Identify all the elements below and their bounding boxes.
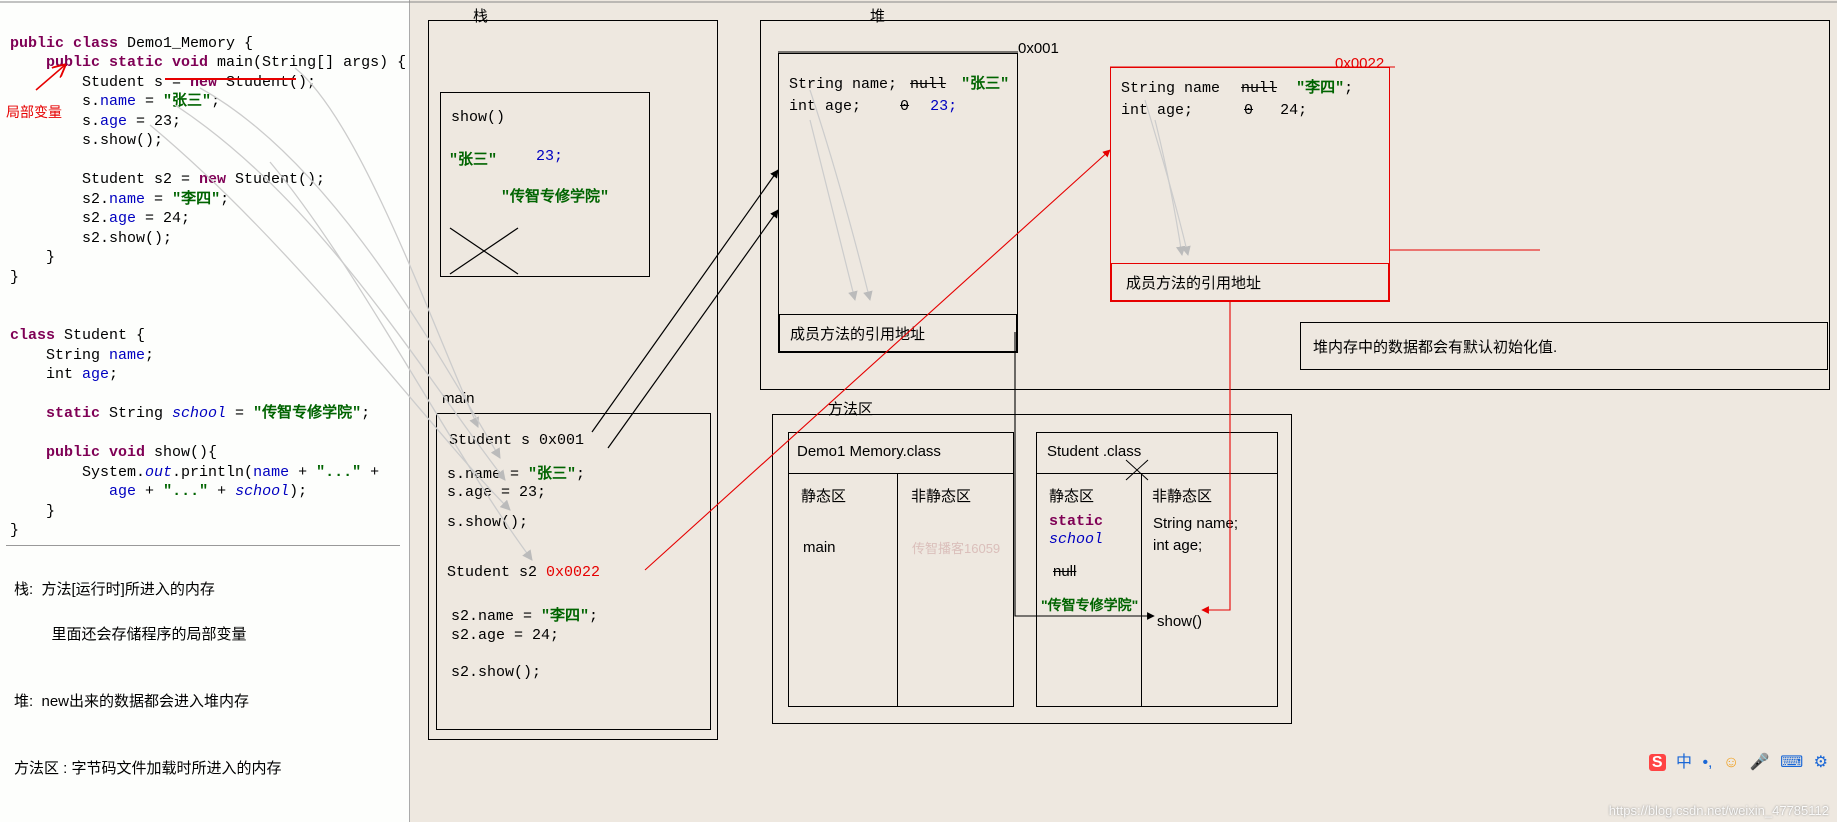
main-s2-show: s2.show();: [451, 664, 541, 681]
student-school-val: "传智专修学院": [1041, 595, 1138, 615]
main-s-show: s.show();: [447, 514, 528, 531]
demo-class-title: Demo1 Memory.class: [797, 443, 941, 460]
student-class-title: Student .class: [1047, 443, 1141, 460]
obj1-methodref: 成员方法的引用地址: [779, 314, 1017, 352]
note-heap: 堆: new出来的数据都会进入堆内存: [14, 692, 282, 712]
main-s-age: s.age = 23;: [447, 484, 546, 501]
ime-cn[interactable]: 中: [1676, 754, 1692, 771]
addr1-label: 0x001: [1018, 40, 1059, 57]
heap-obj1: String name; null "张三" int age; 0 23; 成员…: [778, 53, 1018, 353]
main-label: main: [442, 390, 475, 407]
note-stack: 栈: 方法[运行时]所进入的内存: [14, 580, 282, 600]
notes-block: 栈: 方法[运行时]所进入的内存 里面还会存储程序的局部变量 堆: new出来的…: [14, 560, 282, 798]
student-divider-v: [1141, 473, 1142, 706]
obj1-age: int age; 0 23;: [789, 98, 957, 115]
main-s-decl: Student s 0x001: [449, 432, 584, 449]
student-static-label: 静态区: [1049, 485, 1094, 506]
code-panel: public class Demo1_Memory { public stati…: [0, 0, 410, 822]
student-null: null: [1053, 563, 1076, 580]
student-school-var: school: [1049, 531, 1103, 548]
demo-static-label: 静态区: [801, 485, 846, 506]
ime-s-icon[interactable]: S: [1649, 754, 1666, 771]
obj1-methodref-text: 成员方法的引用地址: [790, 323, 925, 344]
demo-divider-h: [789, 473, 1013, 474]
main-s2-name: s2.name = "李四";: [451, 604, 598, 625]
credit: https://blog.csdn.net/weixin_47785112: [1609, 803, 1829, 818]
student-name-field: String name;: [1153, 515, 1238, 532]
obj1-name: String name; null "张三": [789, 72, 1009, 93]
demo-divider-v: [897, 473, 898, 706]
separator: [6, 545, 400, 546]
note-methodarea: 方法区 : 字节码文件加载时所进入的内存: [14, 759, 282, 779]
student-age-field: int age;: [1153, 537, 1202, 554]
obj2-methodref-text: 成员方法的引用地址: [1126, 272, 1261, 293]
main-s2-decl: Student s2 0x0022: [447, 564, 600, 581]
student-show: show(): [1157, 613, 1202, 630]
local-var-label: 局部变量: [6, 102, 62, 122]
student-class-box: Student .class 静态区 非静态区 static school nu…: [1036, 432, 1278, 707]
show-title: show(): [451, 109, 505, 126]
heap-init-note-box: 堆内存中的数据都会有默认初始化值.: [1300, 322, 1828, 370]
obj2-name: String name null "李四";: [1121, 76, 1353, 97]
ime-gear[interactable]: ⚙: [1814, 754, 1828, 771]
watermark: 传智播客16059: [912, 538, 1000, 557]
heap-obj2: String name null "李四"; int age; 0 24; 成员…: [1110, 67, 1390, 302]
ime-emoji[interactable]: ☺: [1723, 754, 1739, 771]
demo-nonstatic-label: 非静态区: [911, 485, 971, 506]
ime-punct[interactable]: •,: [1702, 754, 1712, 771]
obj2-age: int age; 0 24;: [1121, 102, 1307, 119]
ime-mic[interactable]: 🎤: [1750, 754, 1770, 771]
student-divider-h: [1037, 473, 1277, 474]
demo-class-code: public class Demo1_Memory { public stati…: [10, 34, 405, 541]
ime-keyboard[interactable]: ⌨: [1780, 754, 1803, 771]
note-stack2: 里面还会存储程序的局部变量: [14, 625, 282, 645]
show-school: "传智专修学院": [501, 185, 609, 206]
demo-main: main: [803, 539, 836, 556]
student-nonstatic-label: 非静态区: [1152, 485, 1212, 506]
heap-init-note: 堆内存中的数据都会有默认初始化值.: [1313, 336, 1557, 357]
ime-bar[interactable]: S 中 •, ☺ 🎤 ⌨ ⚙: [1646, 748, 1831, 772]
student-static-kw: static: [1049, 513, 1103, 530]
show-frame: show() "张三" 23; "传智专修学院": [440, 92, 650, 277]
main-s2-age: s2.age = 24;: [451, 627, 559, 644]
show-age: 23;: [536, 148, 563, 165]
demo-class-box: Demo1 Memory.class 静态区 非静态区 main: [788, 432, 1014, 707]
show-name: "张三": [449, 148, 497, 169]
main-frame: Student s 0x001 s.name = "张三"; s.age = 2…: [436, 413, 711, 730]
obj2-methodref: 成员方法的引用地址: [1111, 263, 1389, 301]
main-s-name: s.name = "张三";: [447, 462, 585, 483]
